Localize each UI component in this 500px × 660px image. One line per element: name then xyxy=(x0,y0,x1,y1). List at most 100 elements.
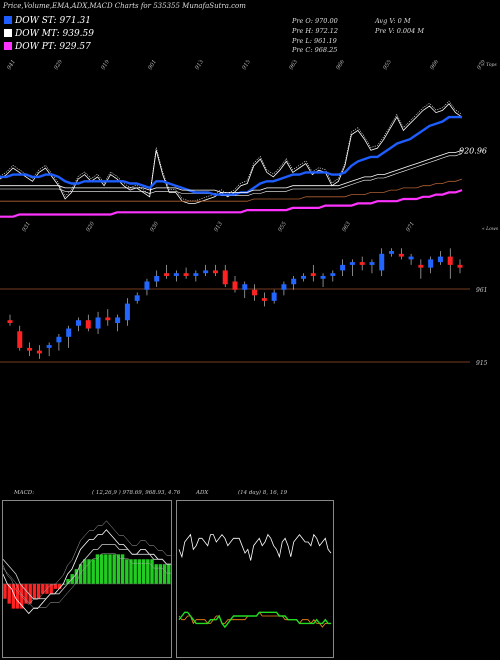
minus-di-line xyxy=(178,611,331,628)
candle-body xyxy=(291,278,297,285)
macd-histogram-bar xyxy=(167,564,171,584)
macd-histogram-bar xyxy=(137,559,142,584)
candle-body xyxy=(124,303,130,321)
avg-volume: Avg V: 0 M xyxy=(375,17,411,25)
plus-di-line xyxy=(178,533,332,561)
macd-histogram-bar xyxy=(120,554,125,584)
macd-line xyxy=(3,529,171,615)
price-line xyxy=(0,103,463,204)
prev-open: Pre O: 970.00 xyxy=(292,17,338,25)
ema-top-label: 979 xyxy=(477,60,488,71)
macd-histogram-bar xyxy=(32,583,37,599)
dow-mt-line xyxy=(0,149,463,193)
macd-histogram-bar xyxy=(116,554,121,584)
legend-dow-mt: DOW MT: 939.59 xyxy=(4,29,94,39)
macd-histogram-bar xyxy=(78,564,83,584)
ema-top-label: 963 xyxy=(289,60,300,71)
ema-top-right-label: « Tops xyxy=(482,62,497,68)
candle-body xyxy=(408,256,414,260)
macd-histogram-bar xyxy=(74,569,79,584)
candle-body xyxy=(85,320,91,329)
candle-body xyxy=(95,317,101,329)
adx-chart xyxy=(176,500,334,658)
candle-body xyxy=(183,273,189,276)
macd-histogram-bar xyxy=(87,559,91,584)
ema-top-label: 919 xyxy=(101,60,112,71)
ema-bottom-label: 920 xyxy=(86,220,97,233)
price-envelope-line xyxy=(0,100,463,202)
candle-body xyxy=(164,273,170,276)
dow-st-line xyxy=(0,115,462,196)
candle-body xyxy=(203,270,209,274)
candle-body xyxy=(252,289,258,296)
ema-right-value: 920.96 xyxy=(459,146,487,155)
macd-histogram-bar xyxy=(154,564,158,584)
prev-high: Pre H: 972.12 xyxy=(292,27,339,35)
level-label-lower: 915 xyxy=(476,360,488,367)
candle-body xyxy=(271,292,277,301)
candle-body xyxy=(379,253,385,271)
legend-swatch-pt xyxy=(4,42,12,50)
macd-histogram-bar xyxy=(57,583,62,589)
ema-bottom-right-label: « Lows xyxy=(482,226,499,232)
ema-top-label: 966 xyxy=(430,60,441,71)
signal-line xyxy=(3,544,171,600)
prev-close: Pre C: 968.25 xyxy=(292,46,338,54)
ema-bottom-label: 930 xyxy=(150,220,161,233)
candle-body xyxy=(369,262,375,265)
candle-body xyxy=(398,253,404,257)
macd-histogram-bar xyxy=(24,583,28,604)
macd-histogram-bar xyxy=(3,583,7,599)
legend-label-pt: DOW PT: 929.57 xyxy=(15,42,91,52)
ema-top-label: 941 xyxy=(7,60,17,71)
candle-body xyxy=(281,284,287,290)
macd-histogram-bar xyxy=(36,583,41,599)
macd-histogram-bar xyxy=(125,559,129,584)
ema-bottom-label: 971 xyxy=(406,221,416,233)
candle-body xyxy=(7,320,13,323)
ema-100-line xyxy=(0,178,463,202)
macd-label: MACD: xyxy=(14,490,35,496)
ema-top-label: 915 xyxy=(242,60,253,71)
candle-body xyxy=(261,298,267,301)
adx-label: ADX xyxy=(196,490,209,496)
legend-swatch-mt xyxy=(4,29,12,37)
macd-histogram-bar xyxy=(91,559,95,584)
candle-body xyxy=(418,264,424,268)
ema-top-label: 955 xyxy=(383,60,394,71)
candle-body xyxy=(300,275,306,279)
macd-lower-band xyxy=(3,553,171,608)
candle-body xyxy=(56,336,62,343)
candle-body xyxy=(447,256,453,265)
candle-body xyxy=(457,264,463,268)
candle-body xyxy=(320,275,326,279)
candle-body xyxy=(359,262,365,265)
macd-histogram-bar xyxy=(95,554,100,584)
candle-body xyxy=(232,281,238,290)
macd-histogram-bar xyxy=(11,583,16,609)
candle-body xyxy=(36,350,42,354)
prev-volume: Pre V: 0.004 M xyxy=(375,27,425,35)
candle-body xyxy=(144,281,150,290)
ema-chart: 941 929 919 901 913 915 963 966 955 966 979 931 920 9… xyxy=(0,60,499,233)
macd-histogram-bar xyxy=(133,559,137,584)
candle-body xyxy=(437,256,443,263)
macd-histogram-bar xyxy=(7,583,11,604)
candle-body xyxy=(105,317,111,321)
macd-histogram-bar xyxy=(83,559,87,584)
candle-body xyxy=(17,331,23,348)
macd-histogram-bar xyxy=(49,583,53,594)
ema-bottom-label: 955 xyxy=(278,220,289,233)
dow-pt-line xyxy=(0,189,463,218)
candle-body xyxy=(330,273,336,276)
candle-body xyxy=(66,328,72,337)
ema-bottom-label: 913 xyxy=(214,220,225,233)
candle-body xyxy=(134,295,140,301)
ema-top-label: 913 xyxy=(195,60,206,71)
macd-histogram-bar xyxy=(28,583,32,604)
legend-label-st: DOW ST: 971.31 xyxy=(15,16,91,26)
macd-values: ( 12,26,9 ) 978.69, 968.93, 4.76 xyxy=(92,490,181,496)
macd-chart xyxy=(2,500,172,658)
macd-histogram-bar xyxy=(129,559,133,584)
macd-histogram-bar xyxy=(53,583,58,589)
